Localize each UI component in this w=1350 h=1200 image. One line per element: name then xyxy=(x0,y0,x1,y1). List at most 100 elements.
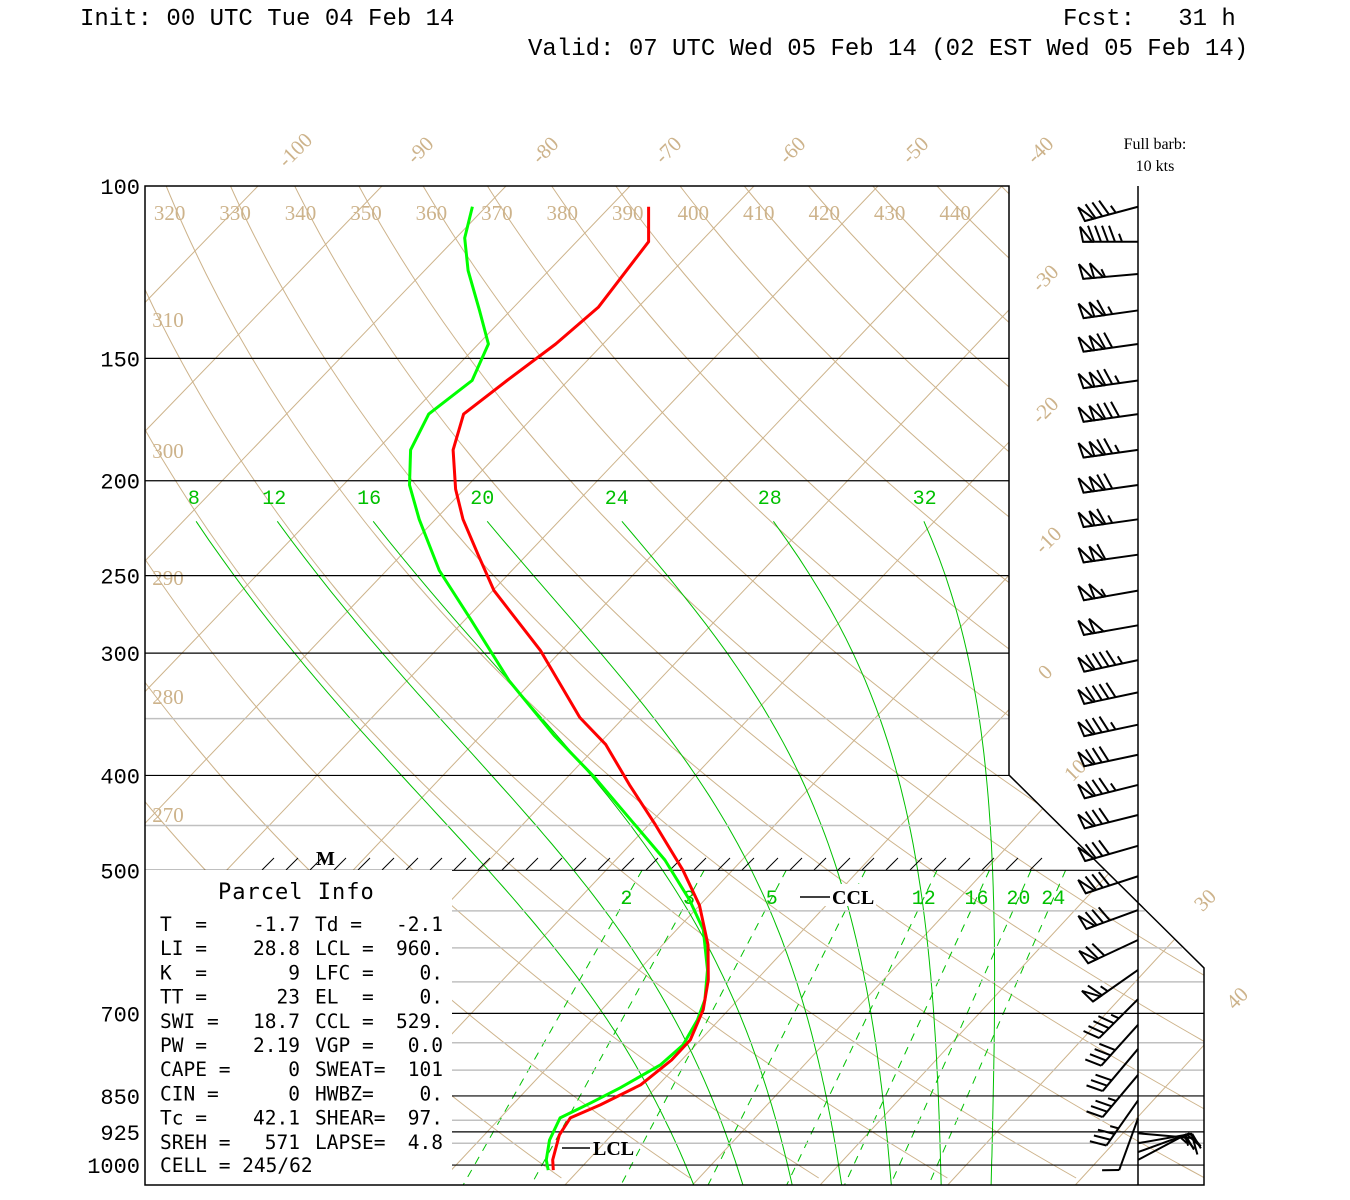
hatch-tick xyxy=(957,857,971,871)
parcel-row-value: 23 xyxy=(277,986,300,1009)
parcel-row-label: T = xyxy=(160,913,207,936)
pressure-label: 200 xyxy=(100,471,140,496)
barb-pennant xyxy=(1088,583,1106,600)
isotherm-label: -70 xyxy=(650,132,687,169)
pressure-label: 850 xyxy=(100,1086,140,1111)
plot-border xyxy=(144,185,1205,1186)
mixing-ratio-label: 16 xyxy=(964,888,988,911)
wind-barb xyxy=(1077,473,1139,494)
lcl-marker: LCL xyxy=(562,1138,634,1160)
barb-half xyxy=(1114,375,1121,384)
hatch-tick xyxy=(501,857,515,871)
barb-half xyxy=(1100,268,1107,278)
barb-full xyxy=(1084,718,1096,735)
barb-pennant xyxy=(1077,372,1095,390)
isotherm-label: -50 xyxy=(897,132,934,169)
barb-full xyxy=(1103,438,1114,454)
barb-full xyxy=(1093,1020,1110,1030)
wind-barb xyxy=(1077,746,1139,768)
barb-half xyxy=(1100,985,1109,992)
wind-barb xyxy=(1077,716,1139,738)
barb-half xyxy=(1100,588,1107,597)
wind-barb xyxy=(1086,1074,1139,1119)
hatch-tick xyxy=(285,857,299,871)
barb-shaft xyxy=(1100,1024,1139,1067)
isotherm-line xyxy=(145,186,383,1185)
hatch-tick xyxy=(933,857,947,871)
pressure-label: 1000 xyxy=(87,1155,140,1180)
barb-full xyxy=(1089,1053,1107,1062)
dry-adiabat-label: 410 xyxy=(743,201,775,225)
hatch-tick xyxy=(981,857,995,871)
forecast-hour: Fcst: 31 h xyxy=(1063,6,1236,33)
parcel-row-value: 0.0 xyxy=(408,1034,443,1057)
isotherm-label: -40 xyxy=(1022,132,1059,169)
barb-half xyxy=(1109,1125,1119,1130)
barb-full xyxy=(1096,508,1107,525)
hatch-tick xyxy=(573,857,587,871)
barb-pennant xyxy=(1088,334,1106,352)
barb-full xyxy=(1091,873,1104,889)
wind-barb xyxy=(1077,617,1139,636)
barb-full xyxy=(1108,225,1116,243)
moist-adiabat-label: 24 xyxy=(605,488,629,511)
parcel-row-value: 18.7 xyxy=(253,1010,300,1033)
hatch-tick xyxy=(741,857,755,871)
barb-pennant xyxy=(1077,206,1096,223)
dry-adiabat-line xyxy=(294,186,1204,1179)
wind-barb xyxy=(1078,939,1139,965)
parcel-row-label: LI = xyxy=(160,937,207,960)
barb-pennant xyxy=(1077,846,1097,863)
dry-adiabat-label: 350 xyxy=(350,201,382,225)
barb-shaft xyxy=(1118,1118,1139,1171)
barb-full xyxy=(1084,875,1097,891)
wind-barb xyxy=(1077,368,1139,390)
parcel-row-label: CAPE = xyxy=(160,1058,230,1081)
isotherm-line xyxy=(819,186,1204,1185)
parcel-row-label: VGP = xyxy=(315,1034,374,1057)
parcel-row-value: 2.19 xyxy=(253,1034,300,1057)
plot-frame xyxy=(144,185,1205,1186)
init-time: Init: 00 UTC Tue 04 Feb 14 xyxy=(80,6,454,33)
barb-half xyxy=(1118,233,1123,243)
wind-barb xyxy=(1089,1099,1139,1147)
barb-full xyxy=(1098,683,1110,700)
barb-half xyxy=(1116,655,1124,665)
barb-full xyxy=(1086,1084,1103,1093)
dry-adiabat-label: 360 xyxy=(416,201,448,225)
moist-adiabat-label: 8 xyxy=(188,488,200,511)
barb-full xyxy=(1094,1048,1111,1057)
wind-barb xyxy=(1077,299,1139,320)
barb-full xyxy=(1098,200,1110,216)
barb-full xyxy=(1096,474,1107,491)
barb-full xyxy=(1091,747,1103,763)
wind-barb xyxy=(1077,777,1139,800)
barb-half xyxy=(1107,1097,1117,1102)
wind-barb xyxy=(1137,1133,1201,1161)
mixing-ratio-label: 24 xyxy=(1041,888,1065,911)
parcel-row-label: LAPSE= xyxy=(315,1131,385,1154)
hatch-tick xyxy=(621,857,635,871)
parcel-row-value: 571 xyxy=(265,1131,300,1154)
barb-full xyxy=(1103,368,1114,385)
barb-full xyxy=(1110,401,1121,418)
barb-pennant xyxy=(1088,475,1106,493)
barb-shaft xyxy=(1101,1048,1139,1092)
dry-adiabat-label: 300 xyxy=(152,439,184,463)
wind-barb xyxy=(1077,332,1139,353)
barb-pennant xyxy=(1088,617,1106,635)
barb-pennant xyxy=(1077,619,1095,636)
dry-adiabat-line xyxy=(743,186,1204,1179)
parcel-row-value: 4.8 xyxy=(408,1131,443,1154)
mixing-ratio-line xyxy=(889,870,1032,1185)
barb-legend-line2: 10 kts xyxy=(1136,158,1175,175)
sounding-profiles xyxy=(408,206,710,1171)
parcel-row-label: SREH = xyxy=(160,1131,230,1154)
barb-full xyxy=(1098,839,1110,855)
barb-full xyxy=(1086,1110,1103,1119)
barb-shaft xyxy=(1105,1099,1139,1147)
dry-adiabat-label: 370 xyxy=(481,201,513,225)
barb-full xyxy=(1096,403,1107,420)
hatch-tick xyxy=(261,857,275,871)
